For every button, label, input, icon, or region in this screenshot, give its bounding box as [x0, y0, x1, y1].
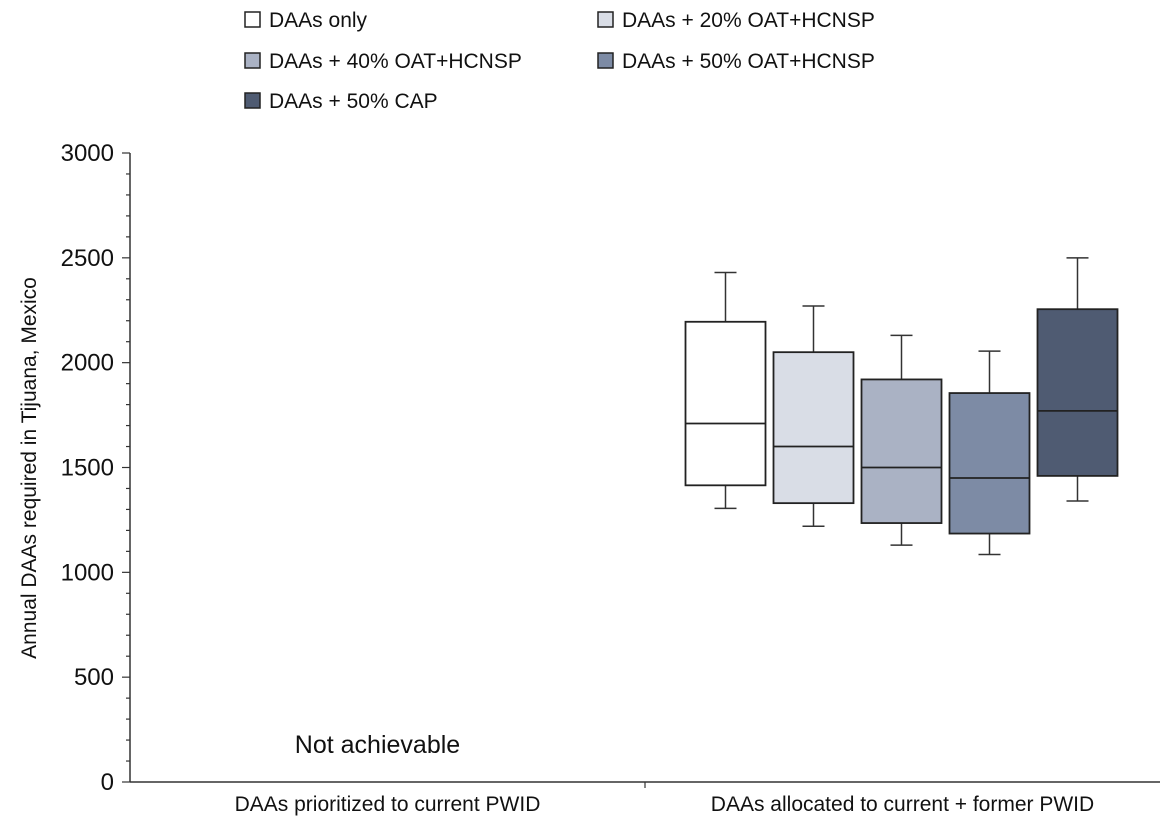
y-axis-label: Annual DAAs required in Tijuana, Mexico [18, 277, 41, 659]
box-iqr [860, 378, 943, 524]
box-4 [948, 350, 1031, 556]
legend-swatch [244, 11, 261, 28]
box-5 [1036, 257, 1119, 502]
y-tick-label: 3000 [61, 140, 114, 167]
legend-item: DAAs + 20% OAT+HCNSP [597, 9, 875, 32]
y-tick-label: 1000 [61, 559, 114, 586]
legend: DAAs only DAAs + 20% OAT+HCNSP DAAs + 40% … [244, 9, 875, 113]
legend-swatch [597, 11, 614, 28]
legend-item: DAAs + 50% CAP [244, 90, 438, 113]
y-tick-label: 2000 [61, 350, 114, 377]
legend-swatch [597, 52, 614, 69]
plot-area [684, 257, 1119, 556]
axes: 0 500 1000 1500 2000 2500 3000 DAAs prioritized… [61, 140, 1160, 816]
annotation-not-achievable: Not achievable [295, 731, 460, 759]
legend-label: DAAs only [269, 9, 368, 32]
legend-label: DAAs + 40% OAT+HCNSP [269, 50, 522, 73]
legend-label: DAAs + 50% CAP [269, 90, 438, 113]
y-tick-label: 1500 [61, 455, 114, 482]
box-iqr [772, 351, 855, 505]
legend-label: DAAs + 20% OAT+HCNSP [622, 9, 875, 32]
box-iqr [1036, 308, 1119, 477]
box-3 [860, 334, 943, 546]
legend-swatch [244, 52, 261, 69]
box-2 [772, 305, 855, 527]
y-tick-label: 500 [74, 664, 114, 691]
box-1 [684, 271, 767, 510]
legend-item: DAAs + 40% OAT+HCNSP [244, 50, 522, 73]
legend-swatch [244, 92, 261, 109]
y-tick-label: 2500 [61, 245, 114, 272]
legend-item: DAAs + 50% OAT+HCNSP [597, 50, 875, 73]
legend-item: DAAs only [244, 9, 368, 32]
y-tick-label: 0 [101, 769, 114, 796]
legend-label: DAAs + 50% OAT+HCNSP [622, 50, 875, 73]
box-iqr [948, 392, 1031, 535]
x-category-label: DAAs allocated to current + former PWID [711, 793, 1094, 816]
box-iqr [684, 320, 767, 487]
x-category-label: DAAs prioritized to current PWID [235, 793, 541, 816]
